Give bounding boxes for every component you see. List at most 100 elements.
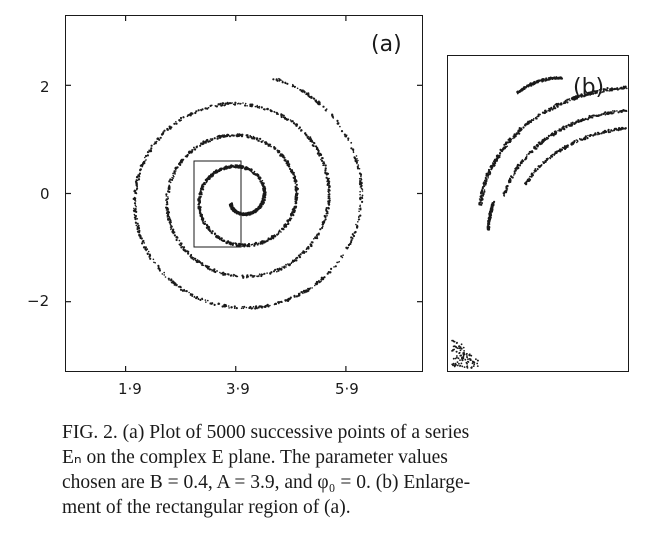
enlarged-point [499,148,502,151]
enlarged-point [520,129,522,132]
spiral-point [165,195,168,197]
spiral-point [280,231,282,233]
spiral-point [340,130,344,133]
enlarged-point [523,86,526,89]
spiral-point [280,153,283,156]
enlarged-point [481,187,484,190]
enlarged-point [502,147,504,150]
spiral-point [232,166,235,168]
spiral-point [211,104,213,107]
spiral-point [170,221,172,224]
spiral-point [358,177,361,180]
spiral-point [203,182,206,185]
spiral-point [196,296,199,299]
spiral-point [340,255,343,258]
enlarged-point [525,156,528,159]
enlarged-point [549,156,551,159]
enlarged-point [597,131,599,134]
enlarged-point [529,120,532,123]
spiral-point [284,160,287,162]
enlarged-point [597,90,599,92]
enlarged-point [543,78,546,80]
spiral-point [224,102,227,105]
enlarged-point [466,362,468,365]
spiral-point [205,301,207,303]
spiral-point [170,281,173,284]
spiral-point [195,145,198,148]
enlarged-point [503,192,506,195]
spiral-point [269,304,271,307]
spiral-point [199,261,202,264]
spiral-point [199,213,202,216]
enlarged-point [525,180,528,182]
enlarged-point [508,138,511,140]
spiral-point [244,244,247,247]
spiral-point [261,181,264,184]
enlarged-point [453,340,456,343]
spiral-point [231,242,233,245]
spiral-point [262,199,265,202]
spiral-point [353,231,356,234]
spiral-point [193,296,196,298]
spiral-point [294,206,297,209]
enlarged-point [599,90,602,93]
spiral-point [173,122,176,125]
spiral-point [217,303,219,305]
enlarged-point [546,137,550,140]
enlarged-point [480,199,483,202]
enlarged-point [624,127,627,130]
enlarged-point [544,111,547,114]
spiral-point [244,168,247,171]
enlarged-point [463,353,466,356]
spiral-point [183,288,185,291]
spiral-point [232,134,235,137]
spiral-point [256,275,258,278]
spiral-point [358,210,360,213]
spiral-point [214,270,217,274]
enlarged-point [580,93,583,96]
enlarged-point [546,157,549,160]
spiral-point [359,214,361,217]
spiral-point [135,205,137,208]
spiral-point [201,217,204,220]
spiral-point [282,228,285,231]
spiral-point [341,256,344,259]
spiral-point [300,291,303,294]
spiral-point [134,200,137,202]
spiral-point [280,268,283,271]
spiral-point [138,233,140,236]
spiral-point [136,218,139,220]
spiral-point [205,140,207,142]
spiral-point [289,168,292,171]
enlarged-point [516,165,519,167]
spiral-point [361,181,363,184]
enlarged-point [480,190,483,193]
spiral-point [231,306,233,308]
spiral-point [296,198,298,200]
spiral-point [295,295,298,298]
enlarged-point [626,87,628,90]
spiral-point [249,211,252,214]
spiral-point [135,183,138,186]
spiral-point [275,111,278,114]
spiral-point [318,101,321,104]
spiral-point [344,135,347,138]
enlarged-point [512,137,514,140]
enlarged-point [617,129,620,132]
spiral-point [217,235,220,237]
spiral-point [251,104,254,106]
spiral-point [173,231,176,234]
spiral-point [221,102,224,105]
spiral-point [350,240,353,244]
spiral-point [322,277,325,279]
enlarged-point [459,349,462,352]
enlarged-point [458,345,460,348]
spiral-point [320,159,324,162]
spiral-point [274,235,277,238]
y-tick-label: 0 [40,185,50,203]
spiral-point [135,224,138,227]
spiral-point [236,212,239,215]
spiral-point [356,162,358,165]
spiral-point [289,263,291,266]
enlarged-point [580,95,583,98]
